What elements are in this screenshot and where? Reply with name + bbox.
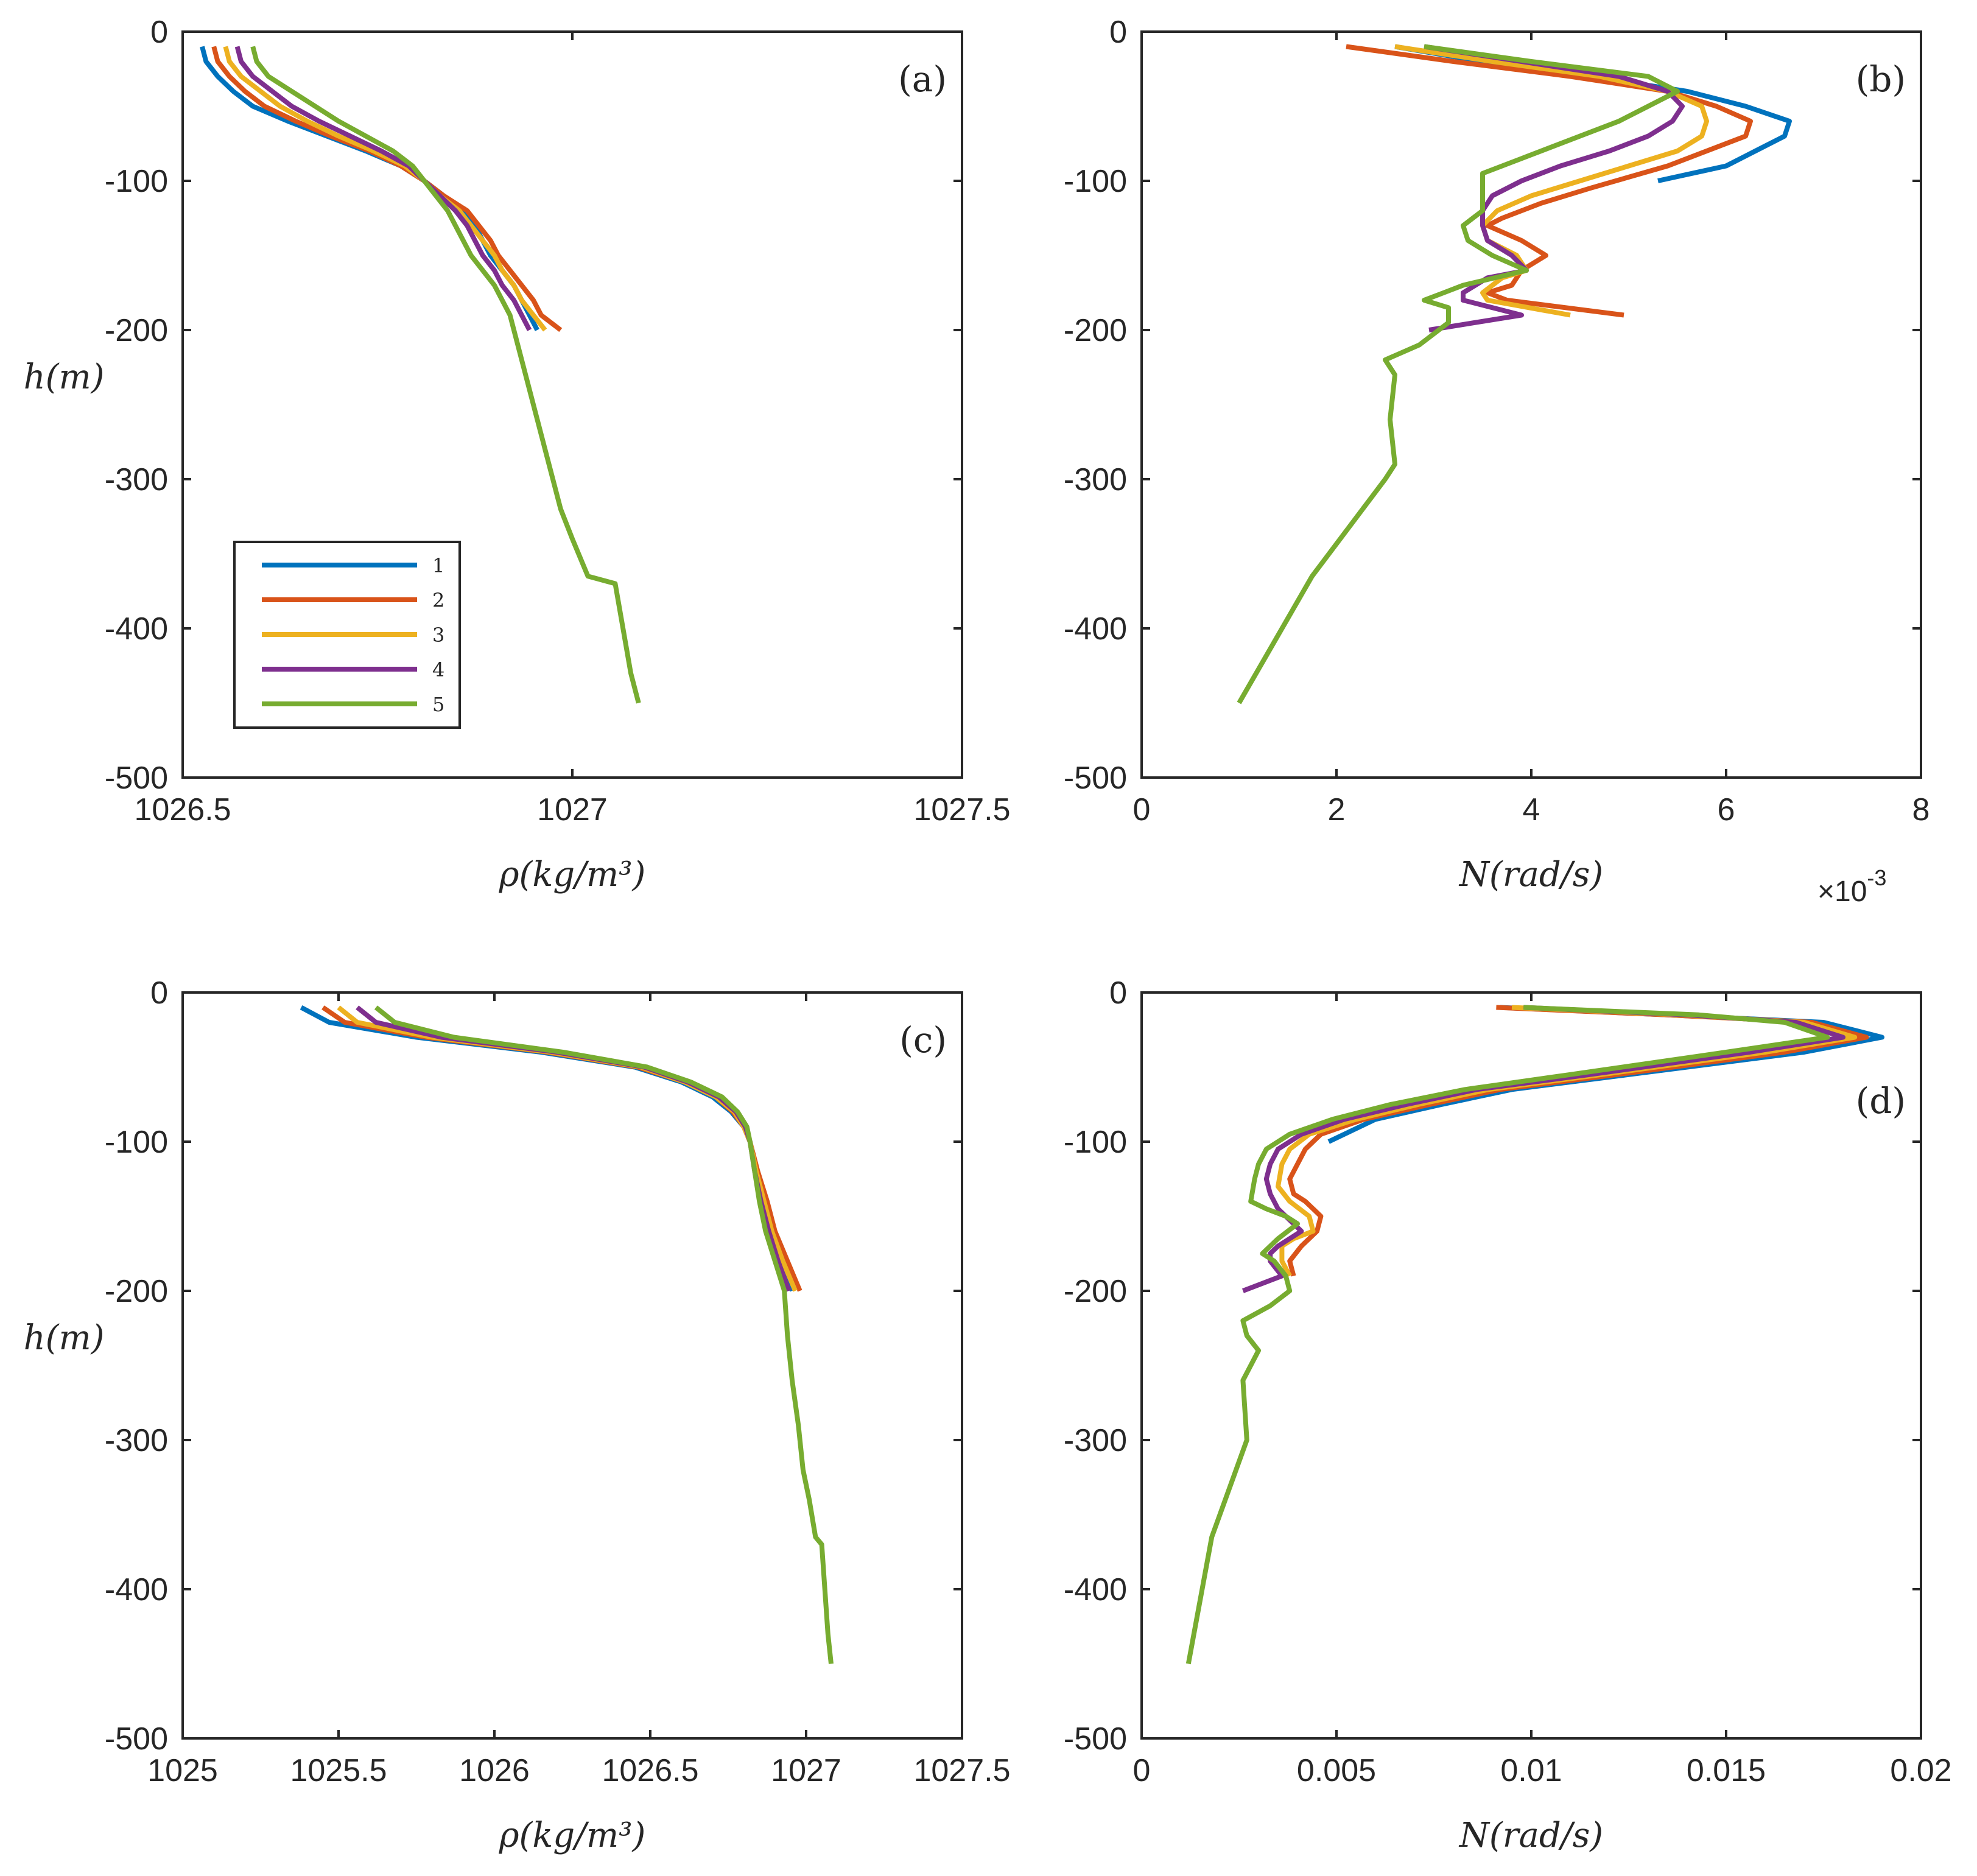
y-tick-label: 0 — [150, 15, 168, 50]
series-layer-d — [1185, 1005, 1884, 1665]
legend-label-5: 5 — [432, 693, 444, 716]
y-tick-label: -100 — [105, 164, 168, 199]
y-tick-label: -300 — [1064, 1423, 1127, 1458]
x-axis-label-d: N(rad/s) — [1458, 1816, 1603, 1855]
legend-label-4: 4 — [432, 658, 444, 681]
x-tick-label: 0.015 — [1687, 1753, 1766, 1788]
panel-b: 0 2 4 6 80-100-200-300-400-500 (b) N(rad/s) … — [1064, 15, 1930, 908]
y-tick-label: -300 — [1064, 462, 1127, 497]
y-tick-label: -500 — [105, 1721, 168, 1757]
x-axis-label-a: ρ(kg/m³) — [499, 855, 646, 894]
series-line-4 — [1241, 1005, 1845, 1293]
y-tick-label: -500 — [1064, 761, 1127, 796]
panel-c: 1025 1025.5 1026 1026.5 1027 1027.5 0 -100 -200 -… — [24, 975, 1011, 1855]
x-tick-label: 1027.5 — [913, 1753, 1010, 1788]
x-tick-label: 8 — [1912, 792, 1930, 827]
x-tick-label: 1025.5 — [290, 1753, 387, 1788]
y-axis-label-a: h(m) — [24, 357, 105, 397]
panel-d: 0 0.005 0.01 0.015 0.02 0 -100 -200 -300 -400 -500… — [1064, 975, 1952, 1855]
y-tick-label: -200 — [105, 313, 168, 348]
y-tick-label: -200 — [1064, 1274, 1127, 1309]
x-tick-label: 1026 — [459, 1753, 530, 1788]
tick-layer-d: 0 0.005 0.01 0.015 0.02 0 -100 -200 -300 -400 -500 — [1064, 975, 1952, 1788]
x-tick-label: 0.01 — [1500, 1753, 1562, 1788]
series-layer-c — [300, 1005, 834, 1664]
y-tick-label: -300 — [105, 1423, 168, 1458]
y-axis-label-c: h(m) — [24, 1318, 105, 1358]
x-multiplier-base: ×10 — [1817, 876, 1867, 908]
x-tick-label: 4 — [1523, 792, 1540, 827]
x-tick-label: 6 — [1718, 792, 1735, 827]
x-tick-label: 0 — [1133, 1753, 1151, 1788]
series-line-5 — [1237, 44, 1680, 704]
plot-frame-d — [1140, 991, 1922, 1740]
tick-layer-a: 1026.5 1027 1027.5 0 -100 -200 -300 -400 -500 — [105, 15, 1011, 827]
series-layer-a — [200, 46, 641, 704]
series-line-5 — [1185, 1005, 1830, 1665]
series-line-5 — [374, 1005, 834, 1664]
x-tick-label: 1026.5 — [134, 792, 231, 827]
y-tick-label: -300 — [105, 462, 168, 497]
y-tick-label: 0 — [1109, 15, 1127, 50]
series-layer-b — [1237, 44, 1792, 704]
panel-label-c: (c) — [899, 1019, 947, 1061]
x-tick-label: 1027.5 — [913, 792, 1010, 827]
x-tick-label: 1027 — [771, 1753, 841, 1788]
panel-label-a: (a) — [898, 58, 947, 100]
y-tick-label: 0 — [150, 975, 168, 1011]
legend-label-2: 2 — [432, 589, 444, 612]
x-tick-label: 1025 — [147, 1753, 218, 1788]
panel-a: 1026.5 1027 1027.5 0 -100 -200 -300 -400 -500 (a… — [24, 15, 1011, 894]
y-tick-label: -400 — [1064, 611, 1127, 647]
legend-label-3: 3 — [432, 624, 444, 647]
x-tick-label: 1026.5 — [602, 1753, 698, 1788]
y-tick-label: -200 — [1064, 313, 1127, 348]
y-tick-label: -100 — [105, 1125, 168, 1160]
panel-label-b: (b) — [1856, 58, 1906, 100]
y-tick-label: -100 — [1064, 164, 1127, 199]
x-tick-label: 2 — [1328, 792, 1346, 827]
x-axis-label-b: N(rad/s) — [1458, 855, 1603, 894]
x-tick-label: 0 — [1133, 792, 1151, 827]
y-tick-label: 0 — [1109, 975, 1127, 1011]
x-tick-label: 0.005 — [1297, 1753, 1376, 1788]
y-tick-label: -400 — [105, 1572, 168, 1607]
y-tick-label: -400 — [105, 611, 168, 647]
y-tick-label: -200 — [105, 1274, 168, 1309]
panel-label-d: (d) — [1856, 1080, 1906, 1122]
series-line-5 — [250, 46, 641, 704]
x-tick-label: 0.02 — [1890, 1753, 1951, 1788]
x-multiplier-exponent: -3 — [1867, 865, 1886, 890]
y-tick-label: -500 — [105, 761, 168, 796]
y-tick-label: -100 — [1064, 1125, 1127, 1160]
tick-layer-c: 1025 1025.5 1026 1026.5 1027 1027.5 0 -100 -200 -… — [105, 975, 1011, 1788]
x-axis-label-c: ρ(kg/m³) — [499, 1816, 646, 1855]
y-tick-label: -500 — [1064, 1721, 1127, 1757]
x-tick-label: 1027 — [537, 792, 608, 827]
legend-label-1: 1 — [432, 554, 444, 577]
x-axis-multiplier-b: ×10-3 — [1817, 865, 1886, 908]
y-tick-label: -400 — [1064, 1572, 1127, 1607]
plot-frame-c — [181, 991, 963, 1740]
legend: 1 2 3 4 5 — [233, 541, 461, 729]
tick-layer-b: 0 2 4 6 8 0 -100 -200 -300 -400 -500 — [1064, 15, 1930, 827]
